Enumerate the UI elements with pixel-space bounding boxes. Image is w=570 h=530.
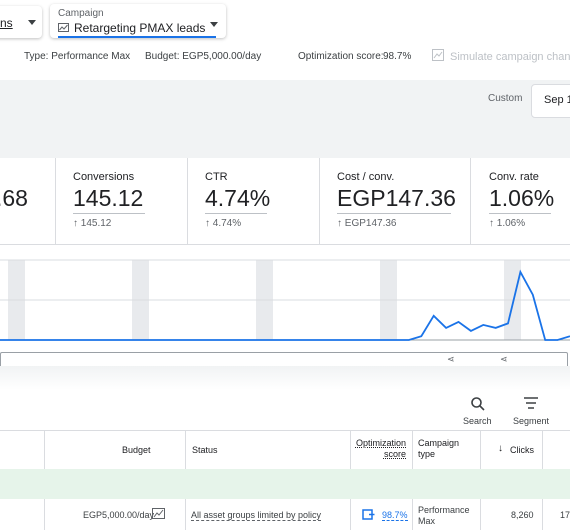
column-header-opt-score-line1: Optimization	[355, 438, 406, 448]
simulate-campaign-changes-button[interactable]: Simulate campaign chang	[450, 51, 570, 63]
metric-value: 145.12	[73, 185, 144, 211]
performance-chart[interactable]	[0, 244, 570, 364]
metric-divider	[187, 158, 188, 244]
optimization-score-link[interactable]: 98.7%	[383, 51, 412, 62]
metric-delta: ↑ 4.74%	[205, 218, 242, 229]
row-clicks: 8,260	[511, 510, 534, 520]
totals-row-highlight	[0, 469, 570, 499]
column-header-campaign-type-line2: type	[418, 449, 436, 459]
date-bar: Custom Sep 1	[0, 80, 570, 158]
simulate-icon	[432, 49, 444, 61]
metric-card-cost-per-conv[interactable]: Cost / conv. EGP147.36 ↑ EGP147.36	[320, 158, 470, 244]
metric-label: Conv. rate	[489, 171, 539, 183]
chevron-down-icon	[28, 20, 36, 25]
metric-divider	[319, 158, 320, 244]
column-header-budget[interactable]: Budget	[122, 445, 151, 455]
navigator-handle-icon[interactable]: ⋖	[447, 354, 455, 364]
row-opt-score[interactable]: 98.7%	[382, 510, 408, 521]
search-icon[interactable]	[470, 396, 486, 412]
table-header	[0, 430, 570, 470]
metric-delta: ↑ 1.06%	[489, 218, 526, 229]
metric-label: Conversions	[73, 171, 135, 183]
search-button-label[interactable]: Search	[463, 416, 492, 426]
metric-delta: ↑ EGP147.36	[337, 218, 397, 229]
chart-icon	[58, 23, 69, 32]
view-dropdown[interactable]: ns	[0, 6, 42, 38]
metric-label: CTR	[205, 171, 228, 183]
metric-underline	[337, 213, 451, 214]
column-header-campaign-type[interactable]: Campaign type	[418, 438, 459, 460]
column-header-clicks[interactable]: Clicks	[510, 445, 534, 455]
metrics-bottom-border	[0, 244, 570, 245]
metric-value: 1.06%	[489, 185, 555, 211]
metric-card-conversions[interactable]: Conversions 145.12 ↑ 145.12	[56, 158, 187, 244]
metric-value: 4.74%	[205, 185, 271, 211]
campaign-type-text: Type: Performance Max	[24, 51, 131, 62]
date-range-picker[interactable]: Sep 1	[531, 84, 570, 118]
optimization-score-label: Optimization score:	[298, 51, 384, 62]
series-line	[0, 269, 570, 341]
row-budget: EGP5,000.00/day	[83, 510, 155, 520]
metric-value: EGP147.36	[337, 185, 456, 211]
column-header-campaign-type-line1: Campaign	[418, 438, 460, 448]
campaign-dropdown-value: Retargeting PMAX leads	[74, 21, 206, 35]
metric-divider	[470, 158, 471, 244]
campaign-dropdown-label: Campaign	[58, 8, 104, 19]
navigator-handle-icon[interactable]: ⋖	[500, 354, 508, 364]
metric-label: Cost / conv.	[337, 171, 395, 183]
metric-card-0[interactable]: .68	[0, 158, 55, 244]
budget-chart-icon[interactable]	[152, 508, 165, 519]
view-dropdown-value: ns	[0, 16, 13, 30]
campaign-budget-text: Budget: EGP5,000.00/day	[145, 51, 262, 62]
metric-card-conv-rate[interactable]: Conv. rate 1.06% ↑ 1.06%	[471, 158, 570, 244]
metric-value: .68	[0, 185, 28, 211]
metric-underline	[489, 213, 551, 214]
chevron-down-icon	[210, 22, 218, 27]
row-campaign-type: Performance Max	[418, 505, 470, 527]
metric-delta: ↑ 145.12	[73, 218, 112, 229]
metric-divider	[55, 158, 56, 244]
metric-underline	[205, 213, 267, 214]
column-header-status[interactable]: Status	[192, 445, 218, 455]
campaign-dropdown[interactable]: Campaign Retargeting PMAX leads	[50, 4, 226, 38]
navigator-shadow	[0, 366, 570, 390]
optimization-icon	[362, 509, 375, 520]
date-range-value: Sep 1	[544, 94, 570, 106]
row-campaign-type-line2: Max	[418, 516, 436, 526]
top-bar: ns Campaign Retargeting PMAX leads Type:…	[0, 0, 570, 80]
metric-card-ctr[interactable]: CTR 4.74% ↑ 4.74%	[188, 158, 319, 244]
segment-icon[interactable]	[524, 397, 538, 409]
date-range-label: Custom	[488, 93, 523, 104]
campaign-dropdown-underline	[58, 36, 216, 38]
row-status[interactable]: All asset groups limited by policy	[191, 510, 322, 521]
row-next-column: 17	[560, 510, 570, 520]
sort-down-icon: ↓	[498, 443, 503, 454]
column-header-opt-score[interactable]: Optimization score	[354, 438, 406, 460]
segment-button-label[interactable]: Segment	[513, 416, 550, 426]
row-campaign-type-line1: Performance	[418, 505, 470, 515]
column-header-opt-score-line2: score	[383, 449, 406, 459]
metric-underline	[73, 213, 145, 214]
